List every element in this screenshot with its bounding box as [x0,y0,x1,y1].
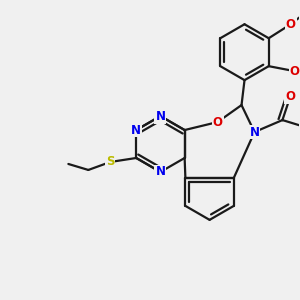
Text: O: O [285,90,296,103]
Text: S: S [106,155,115,169]
Text: N: N [250,125,260,139]
Text: N: N [155,166,165,178]
Text: O: O [213,116,223,129]
Text: N: N [155,110,165,123]
Text: O: O [290,65,300,78]
Text: N: N [131,124,141,136]
Text: O: O [286,18,296,31]
